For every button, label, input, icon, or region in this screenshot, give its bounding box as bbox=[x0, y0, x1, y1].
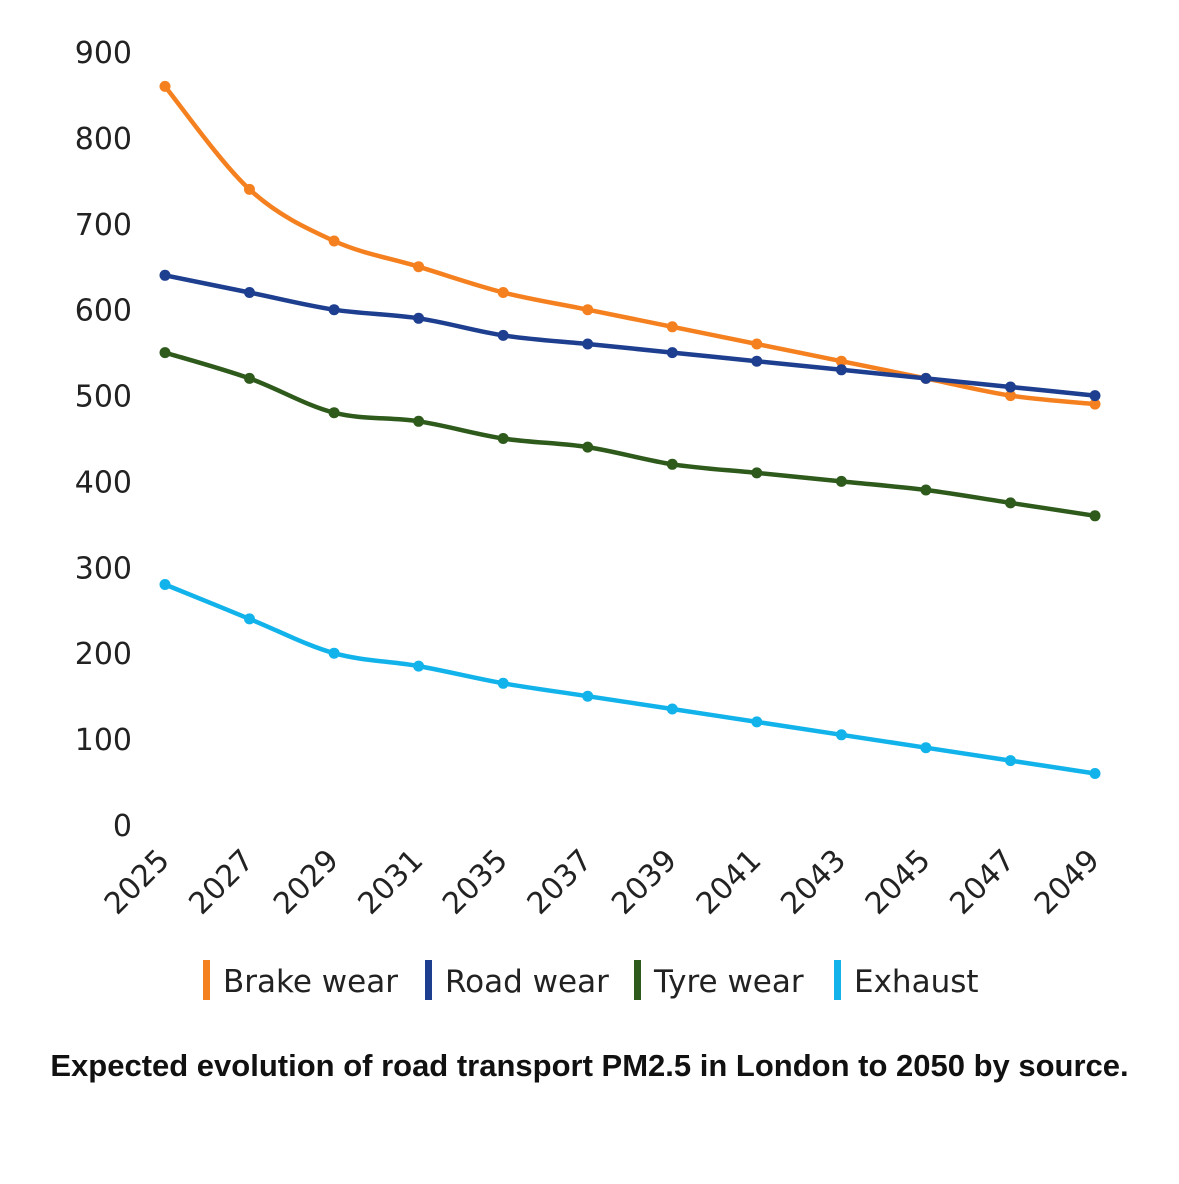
data-point-tyre-wear bbox=[1089, 510, 1101, 522]
data-point-brake-wear bbox=[582, 304, 594, 316]
data-point-brake-wear bbox=[835, 355, 847, 367]
data-point-exhaust bbox=[159, 579, 171, 590]
data-point-exhaust bbox=[328, 647, 340, 659]
legend-swatch bbox=[634, 960, 641, 1000]
y-tick-label: 400 bbox=[75, 465, 132, 500]
data-point-road-wear bbox=[1005, 381, 1016, 393]
data-point-tyre-wear bbox=[328, 407, 340, 419]
y-tick-label: 600 bbox=[75, 294, 132, 329]
x-axis: 2025 2027 2029 2031 2035 2037 2039 2041 2043 2045… bbox=[98, 843, 1107, 922]
x-tick-label: 2045 bbox=[859, 843, 938, 922]
data-point-exhaust bbox=[1089, 768, 1101, 779]
y-tick-label: 300 bbox=[75, 551, 132, 586]
legend-label: Brake wear bbox=[223, 964, 398, 1000]
series-line-road-wear bbox=[162, 273, 1098, 398]
data-point-exhaust bbox=[413, 660, 425, 672]
data-point-brake-wear bbox=[1089, 398, 1101, 410]
data-point-brake-wear bbox=[1005, 390, 1016, 402]
legend-item-road-wear: Road wear bbox=[425, 960, 609, 1000]
series-line-tyre-wear bbox=[162, 350, 1098, 519]
x-tick-label: 2029 bbox=[267, 843, 346, 922]
legend-swatch bbox=[203, 960, 210, 1000]
data-point-road-wear bbox=[244, 287, 255, 298]
x-tick-label: 2039 bbox=[605, 843, 684, 922]
data-point-exhaust bbox=[497, 677, 509, 689]
y-axis: 0 100 200 300 400 500 600 700 800 900 bbox=[75, 36, 132, 844]
x-tick-label: 2037 bbox=[521, 843, 600, 922]
series-tyre-wear bbox=[159, 347, 1101, 522]
chart-caption: Expected evolution of road transport PM2… bbox=[50, 1048, 1129, 1083]
data-point-road-wear bbox=[920, 372, 932, 384]
y-tick-label: 200 bbox=[75, 637, 132, 672]
data-point-exhaust bbox=[244, 613, 255, 625]
line-chart: 0 100 200 300 400 500 600 700 800 900 2025 2027 202… bbox=[75, 36, 1107, 1000]
data-point-road-wear bbox=[582, 338, 594, 350]
data-point-exhaust bbox=[751, 716, 763, 728]
y-tick-label: 500 bbox=[75, 380, 132, 415]
data-point-exhaust bbox=[920, 742, 932, 754]
y-tick-label: 700 bbox=[75, 208, 132, 243]
data-point-exhaust bbox=[666, 703, 678, 715]
series-brake-wear bbox=[159, 80, 1101, 410]
y-tick-label: 0 bbox=[113, 809, 132, 844]
data-point-tyre-wear bbox=[920, 484, 932, 496]
x-tick-label: 2031 bbox=[352, 843, 431, 922]
data-point-tyre-wear bbox=[582, 441, 594, 453]
data-point-exhaust bbox=[1005, 755, 1016, 767]
data-point-brake-wear bbox=[751, 338, 763, 350]
legend-label: Exhaust bbox=[854, 964, 979, 1000]
y-tick-label: 100 bbox=[75, 723, 132, 758]
data-point-road-wear bbox=[1089, 390, 1101, 402]
data-point-tyre-wear bbox=[413, 415, 425, 427]
data-point-brake-wear bbox=[413, 261, 425, 273]
series-line-brake-wear bbox=[162, 84, 1098, 407]
data-point-brake-wear bbox=[497, 287, 509, 298]
data-point-road-wear bbox=[328, 304, 340, 316]
data-point-road-wear bbox=[497, 329, 509, 341]
x-tick-label: 2027 bbox=[182, 843, 261, 922]
x-tick-label: 2041 bbox=[690, 843, 769, 922]
data-point-tyre-wear bbox=[1005, 497, 1016, 509]
x-tick-label: 2043 bbox=[774, 843, 853, 922]
legend-item-brake-wear: Brake wear bbox=[203, 960, 398, 1000]
data-point-tyre-wear bbox=[159, 347, 171, 359]
data-point-brake-wear bbox=[159, 80, 171, 92]
legend-swatch bbox=[425, 960, 432, 1000]
series-line-exhaust bbox=[162, 582, 1098, 776]
data-point-road-wear bbox=[835, 364, 847, 376]
x-tick-label: 2049 bbox=[1028, 843, 1107, 922]
chart-series bbox=[159, 80, 1101, 779]
x-tick-label: 2035 bbox=[436, 843, 515, 922]
x-tick-label: 2025 bbox=[98, 843, 177, 922]
data-point-road-wear bbox=[159, 269, 171, 281]
data-point-exhaust bbox=[582, 690, 594, 702]
data-point-brake-wear bbox=[328, 235, 340, 247]
data-point-road-wear bbox=[413, 312, 425, 324]
data-point-road-wear bbox=[751, 355, 763, 367]
legend-label: Tyre wear bbox=[653, 964, 804, 1000]
data-point-tyre-wear bbox=[835, 475, 847, 487]
data-point-tyre-wear bbox=[666, 458, 678, 470]
data-point-tyre-wear bbox=[751, 467, 763, 479]
series-exhaust bbox=[159, 579, 1101, 779]
legend-label: Road wear bbox=[445, 964, 609, 1000]
legend-item-tyre-wear: Tyre wear bbox=[634, 960, 804, 1000]
x-tick-label: 2047 bbox=[943, 843, 1022, 922]
y-tick-label: 800 bbox=[75, 122, 132, 157]
legend-item-exhaust: Exhaust bbox=[834, 960, 979, 1000]
legend-swatch bbox=[834, 960, 841, 1000]
legend: Brake wear Road wear Tyre wear Exhaust bbox=[203, 960, 979, 1000]
data-point-brake-wear bbox=[244, 183, 255, 195]
series-road-wear bbox=[159, 269, 1101, 402]
data-point-road-wear bbox=[666, 347, 678, 359]
y-tick-label: 900 bbox=[75, 36, 132, 71]
data-point-brake-wear bbox=[666, 321, 678, 333]
data-point-tyre-wear bbox=[497, 433, 509, 444]
data-point-tyre-wear bbox=[244, 372, 255, 384]
data-point-exhaust bbox=[835, 729, 847, 741]
